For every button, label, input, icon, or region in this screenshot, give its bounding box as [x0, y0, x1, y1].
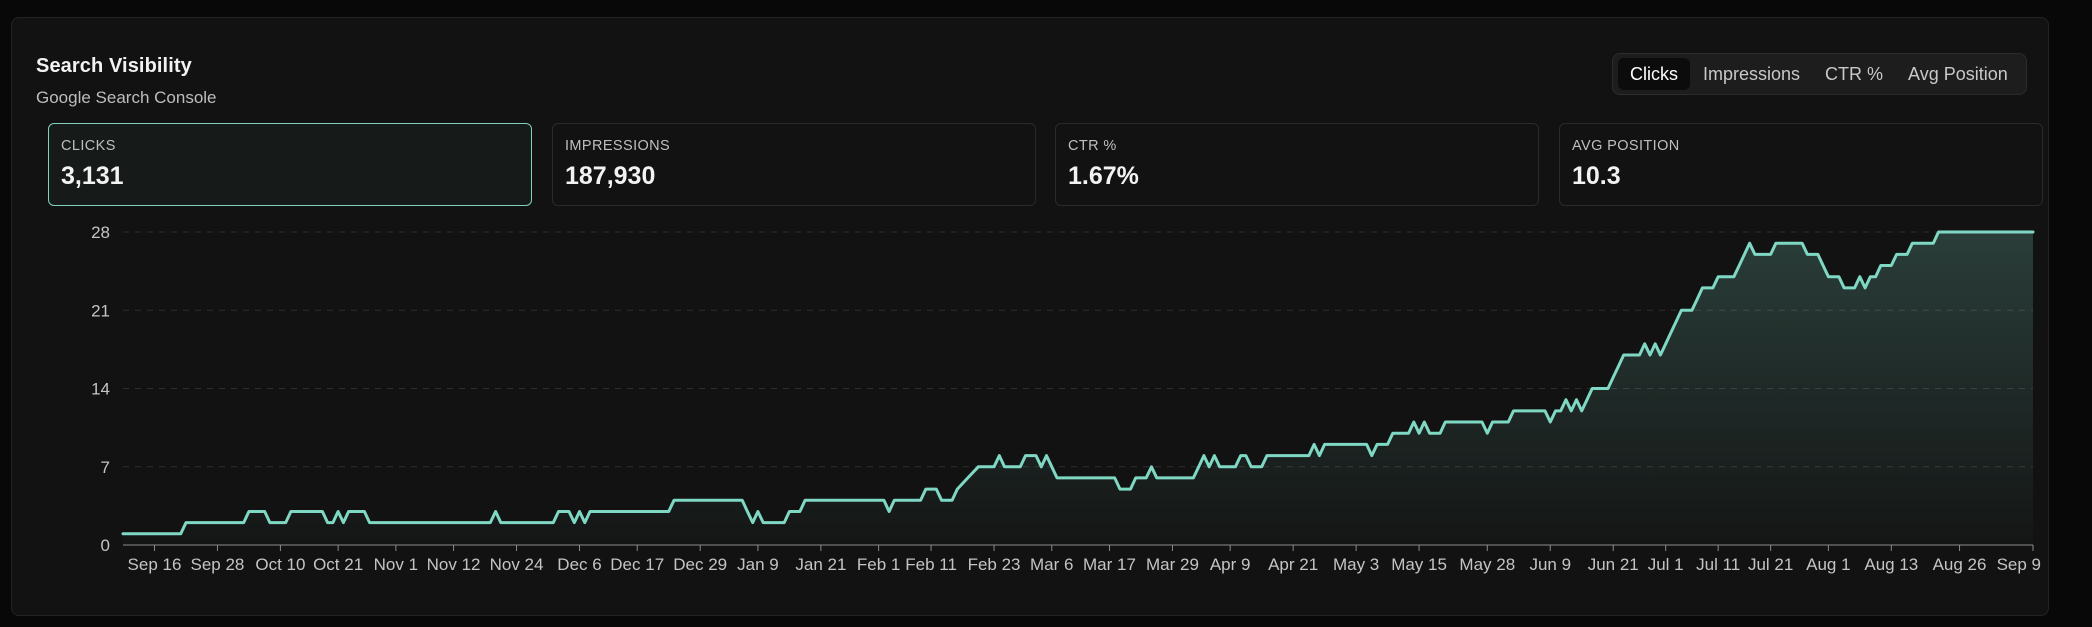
tab-ctr[interactable]: CTR % — [1825, 64, 1884, 84]
clicks-series-line — [121, 230, 2035, 536]
x-tick-label: Dec 17 — [610, 555, 664, 574]
x-tick-label: Jul 1 — [1648, 555, 1684, 574]
card-title: Search Visibility — [36, 55, 192, 77]
x-tick-label: Jun 21 — [1588, 555, 1639, 574]
tab-impressions[interactable]: Impressions — [1703, 64, 1801, 84]
x-tick-label: Sep 16 — [128, 555, 182, 574]
kpi-impressions[interactable]: IMPRESSIONS 187,930 — [552, 123, 1036, 206]
kpi-value: 3,131 — [61, 162, 124, 190]
kpi-label: CTR % — [1068, 138, 1117, 154]
x-tick-label: Aug 1 — [1806, 555, 1850, 574]
x-tick-label: Oct 21 — [313, 555, 363, 574]
tab-clicks[interactable]: Clicks — [1618, 58, 1690, 90]
x-tick-label: Nov 1 — [374, 555, 418, 574]
x-tick-label: May 28 — [1459, 555, 1515, 574]
kpi-label: CLICKS — [61, 138, 116, 154]
x-tick-label: Apr 9 — [1210, 555, 1251, 574]
x-tick-label: Jan 21 — [795, 555, 846, 574]
y-tick-label: 0 — [101, 536, 110, 555]
kpi-ctr[interactable]: CTR % 1.67% — [1055, 123, 1539, 206]
tab-avg-position[interactable]: Avg Position — [1908, 64, 2008, 84]
x-tick-label: Dec 6 — [557, 555, 601, 574]
x-tick-label: Nov 24 — [490, 555, 544, 574]
x-tick-label: Sep 9 — [1997, 555, 2041, 574]
x-tick-label: May 15 — [1391, 555, 1447, 574]
kpi-avg-position[interactable]: AVG POSITION 10.3 — [1559, 123, 2043, 206]
card-subtitle: Google Search Console — [36, 88, 217, 107]
kpi-label: AVG POSITION — [1572, 138, 1680, 154]
y-tick-label: 28 — [91, 223, 110, 242]
x-tick-label: Aug 26 — [1933, 555, 1987, 574]
x-tick-label: Jul 11 — [1696, 555, 1740, 574]
metric-toggle: Clicks Impressions CTR % Avg Position — [1612, 53, 2027, 95]
kpi-value: 10.3 — [1572, 162, 1621, 190]
x-tick-label: Sep 28 — [191, 555, 245, 574]
clicks-area-fill — [123, 232, 2033, 545]
x-tick-label: Feb 1 — [857, 555, 900, 574]
y-tick-label: 7 — [101, 458, 110, 477]
y-tick-label: 21 — [91, 301, 110, 320]
x-tick-label: Feb 11 — [905, 555, 957, 574]
x-tick-label: Feb 23 — [968, 555, 1021, 574]
x-tick-label: Jun 9 — [1529, 555, 1571, 574]
x-tick-label: Nov 12 — [427, 555, 481, 574]
x-tick-label: Mar 17 — [1083, 555, 1136, 574]
x-tick-label: Dec 29 — [673, 555, 727, 574]
kpi-clicks[interactable]: CLICKS 3,131 — [48, 123, 532, 206]
x-tick-label: Aug 13 — [1864, 555, 1918, 574]
x-tick-label: Apr 21 — [1268, 555, 1318, 574]
kpi-value: 187,930 — [565, 162, 656, 190]
x-tick-label: May 3 — [1333, 555, 1379, 574]
x-tick-label: Oct 10 — [255, 555, 305, 574]
x-tick-label: Mar 6 — [1030, 555, 1073, 574]
y-tick-label: 14 — [91, 380, 110, 399]
x-tick-label: Jan 9 — [737, 555, 779, 574]
x-tick-label: Jul 21 — [1748, 555, 1793, 574]
kpi-value: 1.67% — [1068, 162, 1139, 190]
x-tick-label: Mar 29 — [1146, 555, 1199, 574]
kpi-label: IMPRESSIONS — [565, 138, 671, 154]
